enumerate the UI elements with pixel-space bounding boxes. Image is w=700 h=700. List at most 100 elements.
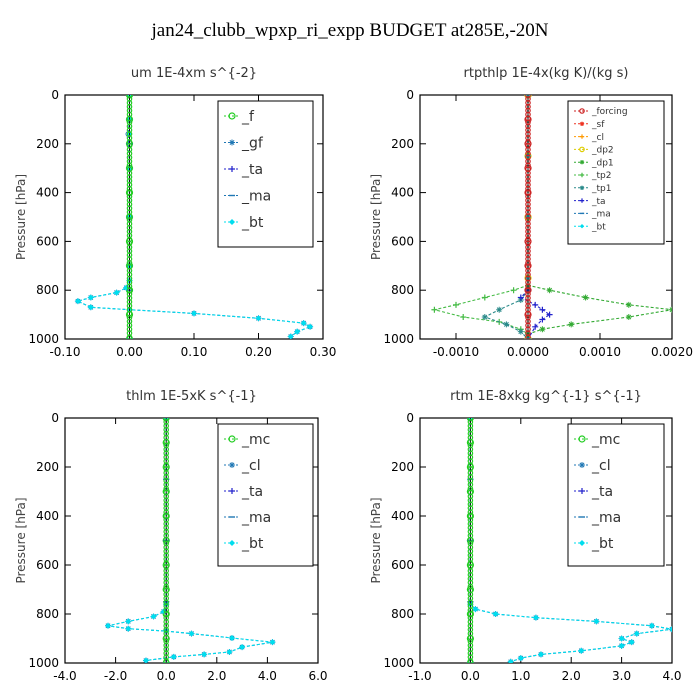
y-tick-label: 400 bbox=[391, 186, 414, 200]
legend-label: _sf bbox=[591, 120, 605, 130]
y-tick-label: 1000 bbox=[28, 656, 59, 670]
legend-label: _ma bbox=[591, 510, 621, 526]
legend-marker bbox=[229, 139, 235, 146]
data-point bbox=[74, 298, 81, 305]
x-tick-label: 2.0 bbox=[207, 669, 226, 683]
x-tick-label: -2.0 bbox=[104, 669, 127, 683]
y-axis-label: Pressure [hPa] bbox=[14, 174, 28, 260]
data-point bbox=[307, 323, 314, 330]
data-point bbox=[517, 655, 524, 662]
x-tick-label: 3.0 bbox=[612, 669, 631, 683]
legend-marker bbox=[228, 112, 236, 120]
x-tick-label: 0.0000 bbox=[507, 345, 549, 359]
data-point bbox=[532, 614, 539, 621]
x-tick-label: 0.0 bbox=[461, 669, 480, 683]
x-tick-label: 0.00 bbox=[116, 345, 143, 359]
y-tick-label: 200 bbox=[391, 137, 414, 151]
legend-marker bbox=[579, 146, 585, 153]
y-tick-label: 0 bbox=[51, 88, 59, 102]
legend-marker bbox=[229, 488, 235, 494]
y-tick-label: 800 bbox=[391, 283, 414, 297]
data-point bbox=[226, 648, 233, 655]
data-point bbox=[300, 320, 307, 327]
legend-label: _bt bbox=[591, 536, 614, 552]
series-group bbox=[74, 95, 314, 339]
series-line-tp1 bbox=[483, 95, 529, 339]
y-tick-label: 0 bbox=[51, 411, 59, 425]
legend-label: _mc bbox=[591, 432, 620, 448]
data-point bbox=[539, 326, 546, 333]
data-point bbox=[239, 644, 246, 651]
legend-label: _forcing bbox=[591, 107, 628, 117]
plot-frame bbox=[419, 94, 673, 340]
legend-label: _dp2 bbox=[591, 146, 614, 156]
data-point bbox=[170, 653, 177, 660]
data-point bbox=[669, 306, 672, 313]
data-point bbox=[568, 321, 575, 328]
x-tick-label: 0.0010 bbox=[579, 345, 621, 359]
x-tick-label: 0.10 bbox=[181, 345, 208, 359]
legend-marker bbox=[579, 121, 585, 126]
x-tick-label: 6.0 bbox=[308, 669, 327, 683]
x-tick-label: -0.10 bbox=[49, 345, 80, 359]
series-group bbox=[431, 95, 672, 339]
legend-marker bbox=[579, 224, 585, 229]
panel-title: rtm 1E-8xkg kg^{-1} s^{-1} bbox=[450, 389, 642, 404]
x-tick-label: 4.0 bbox=[258, 669, 277, 683]
data-point bbox=[87, 294, 94, 301]
y-tick-label: 800 bbox=[36, 283, 59, 297]
data-point bbox=[228, 635, 235, 642]
legend-marker bbox=[579, 540, 585, 546]
data-point bbox=[517, 328, 524, 335]
data-point bbox=[503, 321, 510, 328]
data-point bbox=[125, 618, 132, 625]
series-line-tp2 bbox=[434, 95, 529, 339]
data-point bbox=[188, 630, 195, 637]
data-point bbox=[539, 316, 546, 323]
y-tick-label: 400 bbox=[36, 186, 59, 200]
data-point bbox=[546, 287, 553, 294]
legend-label: _dp1 bbox=[591, 158, 614, 168]
x-tick-label: -0.0010 bbox=[433, 345, 479, 359]
legend-label: _gf bbox=[241, 135, 264, 151]
legend: _forcing _sf _cl _dp2 _dp1 _tp2 _tp1 _ta _ma _bt bbox=[567, 100, 665, 245]
legend-label: _mc bbox=[241, 432, 270, 448]
data-point bbox=[517, 294, 524, 301]
data-point bbox=[507, 658, 514, 663]
y-tick-label: 1000 bbox=[383, 332, 414, 346]
y-axis-label: Pressure [hPa] bbox=[369, 497, 383, 583]
legend-marker bbox=[579, 160, 585, 165]
legend-label: _ma bbox=[241, 188, 271, 204]
plot-frame bbox=[64, 417, 319, 664]
data-point bbox=[150, 613, 157, 620]
x-tick-label: 0.20 bbox=[245, 345, 272, 359]
y-tick-label: 600 bbox=[391, 558, 414, 572]
series-group bbox=[466, 418, 672, 663]
figure-title: jan24_clubb_wpxp_ri_expp BUDGET at285E,-… bbox=[151, 20, 549, 41]
legend-label: _tp1 bbox=[591, 184, 611, 194]
y-tick-label: 400 bbox=[36, 509, 59, 523]
legend-marker bbox=[579, 488, 585, 494]
data-point bbox=[578, 647, 585, 654]
legend-marker bbox=[229, 540, 235, 546]
data-point bbox=[160, 608, 167, 615]
x-tick-label: 2.0 bbox=[562, 669, 581, 683]
panel-title: rtpthlp 1E-4x(kg K)/(kg s) bbox=[464, 66, 629, 81]
legend-marker bbox=[578, 435, 586, 443]
data-point bbox=[125, 625, 132, 632]
series-line-bt bbox=[107, 418, 273, 662]
y-tick-label: 600 bbox=[36, 234, 59, 248]
x-tick-label: -1.0 bbox=[408, 669, 431, 683]
data-point bbox=[294, 328, 301, 335]
data-point bbox=[255, 315, 262, 322]
legend-marker bbox=[579, 198, 585, 203]
legend-box bbox=[567, 100, 665, 245]
y-axis-label: Pressure [hPa] bbox=[14, 497, 28, 583]
data-point bbox=[460, 314, 467, 321]
plot-frame bbox=[419, 417, 673, 664]
y-tick-label: 600 bbox=[391, 234, 414, 248]
data-point bbox=[625, 314, 632, 321]
chart-panel-3: thlm 1E-5xK s^{-1} Pressure [hPa] 0 200 400 6… bbox=[14, 389, 328, 683]
legend-label: _cl bbox=[591, 133, 604, 143]
x-tick-label: 0.0 bbox=[157, 669, 176, 683]
